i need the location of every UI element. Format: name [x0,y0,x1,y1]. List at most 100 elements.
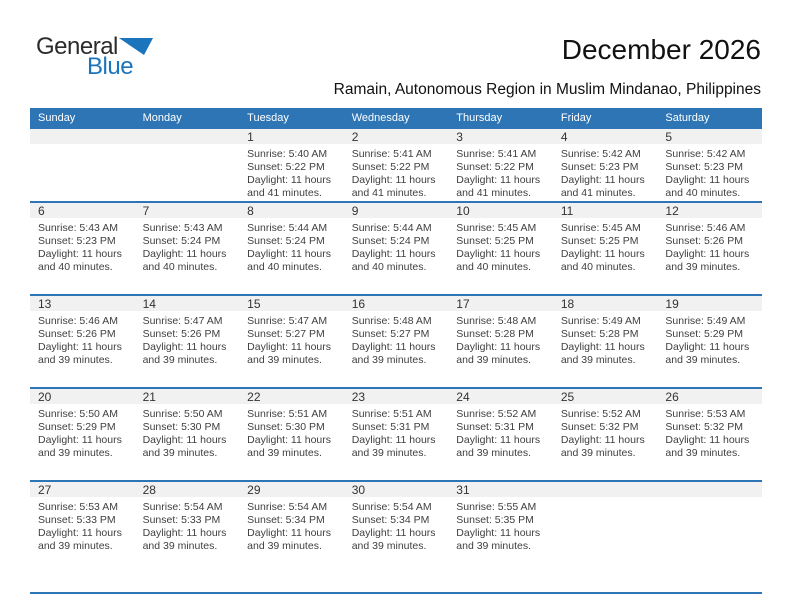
sunset-line: Sunset: 5:26 PM [142,328,221,340]
day-details: Sunrise: 5:54 AM Sunset: 5:33 PM Daylight:… [143,501,237,553]
day-details: Sunrise: 5:43 AM Sunset: 5:24 PM Daylight:… [143,222,237,274]
weekday-header-sunday: Sunday [38,111,76,124]
calendar-week-row: 1 Sunrise: 5:40 AM Sunset: 5:22 PM Daylight… [30,127,762,201]
sunrise-line: Sunrise: 5:54 AM [142,501,223,513]
calendar-day-cell: 10 Sunrise: 5:45 AM Sunset: 5:25 PM Dayligh… [448,203,553,294]
calendar-week-row: 27 Sunrise: 5:53 AM Sunset: 5:33 PM Dayligh… [30,480,762,592]
daylight-line: Daylight: 11 hours and 39 minutes. [456,434,541,459]
calendar-day-cell: 19 Sunrise: 5:49 AM Sunset: 5:29 PM Dayligh… [657,296,762,387]
logo-triangle-icon [118,38,153,55]
daylight-line: Daylight: 11 hours and 40 minutes. [247,248,331,273]
sunrise-line: Sunrise: 5:47 AM [247,315,328,327]
calendar-day-cell: 20 Sunrise: 5:50 AM Sunset: 5:29 PM Dayligh… [30,389,135,480]
sunrise-line: Sunrise: 5:48 AM [351,315,432,327]
sunset-line: Sunset: 5:29 PM [38,421,116,433]
sunrise-line: Sunrise: 5:44 AM [247,222,328,234]
daylight-line: Daylight: 11 hours and 41 minutes. [247,174,331,199]
sunset-line: Sunset: 5:31 PM [456,421,534,433]
day-details: Sunrise: 5:41 AM Sunset: 5:22 PM Daylight:… [352,148,446,200]
daylight-line: Daylight: 11 hours and 39 minutes. [247,341,331,366]
daylight-line: Daylight: 11 hours and 39 minutes. [456,527,541,552]
calendar-week-row: 20 Sunrise: 5:50 AM Sunset: 5:29 PM Dayligh… [30,387,762,480]
day-number: 3 [456,130,463,144]
day-details: Sunrise: 5:49 AM Sunset: 5:28 PM Daylight:… [561,315,655,367]
day-details: Sunrise: 5:45 AM Sunset: 5:25 PM Daylight:… [456,222,550,274]
calendar-day-cell: 11 Sunrise: 5:45 AM Sunset: 5:25 PM Dayligh… [553,203,658,294]
sunset-line: Sunset: 5:34 PM [351,514,430,526]
day-number: 10 [456,204,470,218]
day-number: 12 [665,204,679,218]
sunset-line: Sunset: 5:23 PM [38,235,116,247]
day-number: 1 [247,130,254,144]
sunset-line: Sunset: 5:27 PM [247,328,325,340]
sunrise-line: Sunrise: 5:44 AM [351,222,432,234]
calendar-day-cell: 29 Sunrise: 5:54 AM Sunset: 5:34 PM Dayligh… [239,482,344,592]
calendar-day-cell: 12 Sunrise: 5:46 AM Sunset: 5:26 PM Dayligh… [657,203,762,294]
daylight-line: Daylight: 11 hours and 39 minutes. [38,527,122,552]
sunrise-line: Sunrise: 5:49 AM [665,315,746,327]
general-blue-logo: General Blue [36,35,166,80]
sunset-line: Sunset: 5:33 PM [142,514,221,526]
weekday-header-wednesday: Wednesday [351,111,410,124]
calendar-day-cell: 14 Sunrise: 5:47 AM Sunset: 5:26 PM Dayligh… [135,296,240,387]
sunrise-line: Sunrise: 5:55 AM [456,501,537,513]
calendar-day-cell: 2 Sunrise: 5:41 AM Sunset: 5:22 PM Daylight… [344,129,449,201]
sunrise-line: Sunrise: 5:46 AM [665,222,746,234]
day-number: 17 [456,297,470,311]
sunset-line: Sunset: 5:24 PM [142,235,221,247]
sunset-line: Sunset: 5:29 PM [665,328,744,340]
calendar-day-cell: 4 Sunrise: 5:42 AM Sunset: 5:23 PM Daylight… [553,129,658,201]
day-number: 31 [456,483,470,497]
calendar-day-cell: 16 Sunrise: 5:48 AM Sunset: 5:27 PM Dayligh… [344,296,449,387]
day-number: 7 [142,204,150,218]
daylight-line: Daylight: 11 hours and 39 minutes. [247,527,331,552]
calendar-day-cell: 21 Sunrise: 5:50 AM Sunset: 5:30 PM Dayligh… [135,389,240,480]
sunset-line: Sunset: 5:23 PM [665,161,744,173]
sunset-line: Sunset: 5:24 PM [247,235,325,247]
daylight-line: Daylight: 11 hours and 39 minutes. [560,434,645,459]
day-details: Sunrise: 5:49 AM Sunset: 5:29 PM Daylight:… [665,315,759,367]
calendar-day-cell: 28 Sunrise: 5:54 AM Sunset: 5:33 PM Dayligh… [135,482,240,592]
day-number: 19 [665,297,679,311]
daylight-line: Daylight: 11 hours and 39 minutes. [665,248,750,273]
sunrise-line: Sunrise: 5:42 AM [665,148,746,160]
daylight-line: Daylight: 11 hours and 39 minutes. [142,341,227,366]
sunset-line: Sunset: 5:31 PM [351,421,430,433]
calendar-day-cell: 23 Sunrise: 5:51 AM Sunset: 5:31 PM Dayligh… [344,389,449,480]
weekday-header-monday: Monday [142,111,182,124]
weekday-header-friday: Friday [560,111,592,124]
weekday-header-tuesday: Tuesday [247,111,289,124]
sunrise-line: Sunrise: 5:42 AM [560,148,641,160]
daylight-line: Daylight: 11 hours and 39 minutes. [38,341,122,366]
day-details: Sunrise: 5:43 AM Sunset: 5:23 PM Daylight:… [38,222,132,274]
day-number: 11 [560,204,574,218]
day-number: 24 [456,390,470,404]
day-number: 29 [247,483,261,497]
calendar-day-cell: 15 Sunrise: 5:47 AM Sunset: 5:27 PM Dayligh… [239,296,344,387]
day-details: Sunrise: 5:46 AM Sunset: 5:26 PM Daylight:… [665,222,759,274]
calendar-day-cell: 13 Sunrise: 5:46 AM Sunset: 5:26 PM Dayligh… [30,296,135,387]
sunset-line: Sunset: 5:34 PM [247,514,325,526]
logo-text-blue: Blue [87,53,134,80]
daylight-line: Daylight: 11 hours and 39 minutes. [351,527,436,552]
day-number: 22 [247,390,261,404]
day-details: Sunrise: 5:41 AM Sunset: 5:22 PM Daylight:… [456,148,550,200]
daylight-line: Daylight: 11 hours and 41 minutes. [560,174,645,199]
daylight-line: Daylight: 11 hours and 39 minutes. [142,434,227,459]
daylight-line: Daylight: 11 hours and 41 minutes. [456,174,541,199]
day-details: Sunrise: 5:50 AM Sunset: 5:29 PM Daylight:… [38,408,132,460]
calendar-empty-cell [657,482,762,592]
sunset-line: Sunset: 5:28 PM [456,328,534,340]
sunrise-line: Sunrise: 5:48 AM [456,315,537,327]
day-number: 16 [351,297,366,311]
calendar-day-cell: 22 Sunrise: 5:51 AM Sunset: 5:30 PM Dayligh… [239,389,344,480]
sunrise-line: Sunrise: 5:43 AM [38,222,118,234]
day-details: Sunrise: 5:46 AM Sunset: 5:26 PM Daylight:… [38,315,132,367]
daylight-line: Daylight: 11 hours and 39 minutes. [456,341,541,366]
calendar-day-cell: 7 Sunrise: 5:43 AM Sunset: 5:24 PM Daylight… [135,203,240,294]
day-number: 30 [351,483,366,497]
sunset-line: Sunset: 5:23 PM [560,161,639,173]
sunset-line: Sunset: 5:35 PM [456,514,534,526]
day-details: Sunrise: 5:48 AM Sunset: 5:27 PM Daylight:… [352,315,446,367]
sunset-line: Sunset: 5:30 PM [247,421,325,433]
